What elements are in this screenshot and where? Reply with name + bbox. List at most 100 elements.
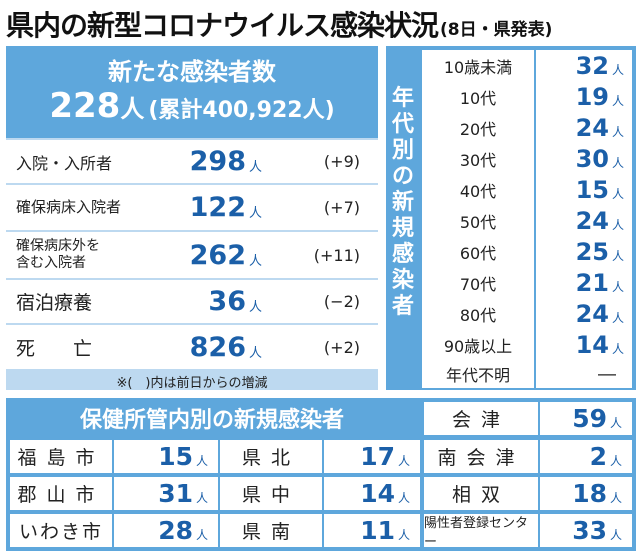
age-unit: 人 xyxy=(611,94,624,108)
summary-row-unit: 人 xyxy=(249,345,263,361)
hc-label-fukushima: 福島市 xyxy=(10,440,112,473)
age-count: ― xyxy=(598,363,616,385)
age-row-label: 40代 xyxy=(422,174,534,205)
hc-value-soso: 18 人 xyxy=(540,477,632,510)
summary-row-inpatients: 入院・入所者 298 人 (+9) xyxy=(6,140,378,183)
hc-unit: 人 xyxy=(609,454,622,468)
age-row-value: 32 人 xyxy=(536,50,632,81)
age-count: 15 xyxy=(575,175,609,204)
hc-count: 2 xyxy=(589,442,607,471)
title-subtitle: (8日・県発表) xyxy=(440,20,553,40)
hc-value-iwaki: 28 人 xyxy=(114,514,218,547)
age-count: 24 xyxy=(575,206,609,235)
hc-label-koriyama: 郡山市 xyxy=(10,477,112,510)
age-row-label: 20代 xyxy=(422,112,534,143)
summary-row-value: 262 xyxy=(189,239,246,271)
hc-label-soso: 相双 xyxy=(424,477,538,510)
hc-value-kenchu: 14 人 xyxy=(324,477,420,510)
hc-unit: 人 xyxy=(195,491,208,505)
hc-unit: 人 xyxy=(397,454,410,468)
hc-value-aizu: 59 人 xyxy=(540,402,632,435)
age-row: 10歳未満 32 人 xyxy=(422,50,632,82)
summary-row-value: 122 xyxy=(189,192,246,223)
footnote: ※( )内は前日からの増減 xyxy=(116,376,268,391)
age-label-char: の xyxy=(391,164,414,189)
age-label-char: 染 xyxy=(391,268,414,293)
age-row-label: 10代 xyxy=(422,81,534,112)
hc-label-minamiaizu: 南会津 xyxy=(424,440,538,473)
age-row-value: 24 人 xyxy=(536,205,632,236)
age-row: 50代 24 人 xyxy=(422,205,632,237)
summary-row-unit: 人 xyxy=(249,206,263,221)
new-cases-label: 新たな感染者数 xyxy=(108,58,276,86)
page-title: 県内の新型コロナウイルス感染状況 (8日・県発表) xyxy=(6,4,552,44)
age-label-char: 新 xyxy=(391,190,414,215)
age-row: 90歳以上 14 人 xyxy=(422,329,632,361)
age-label-char: 年 xyxy=(391,86,414,111)
age-row: 40代 15 人 xyxy=(422,174,632,206)
hc-count: 33 xyxy=(572,516,607,545)
age-unit: 人 xyxy=(611,187,624,201)
age-row-value: 30 人 xyxy=(536,143,632,174)
age-count: 30 xyxy=(575,144,609,173)
hc-label-kenpoku: 県北 xyxy=(220,440,322,473)
age-row-label: 50代 xyxy=(422,205,534,236)
age-panel-label: 年 代 別 の 新 規 感 染 者 xyxy=(386,86,420,320)
age-row: 70代 21 人 xyxy=(422,267,632,299)
age-row: 30代 30 人 xyxy=(422,143,632,175)
summary-row-change: (+9) xyxy=(323,152,360,171)
age-row-label: 年代不明 xyxy=(422,360,534,388)
hc-count: 11 xyxy=(360,516,395,545)
age-row: 20代 24 人 xyxy=(422,112,632,144)
age-row: 年代不明 ― xyxy=(422,360,632,388)
age-unit: 人 xyxy=(611,218,624,232)
summary-row-label-line2: 含む入院者 xyxy=(16,255,86,271)
age-unit: 人 xyxy=(611,63,624,77)
hc-count: 17 xyxy=(360,442,395,471)
hc-unit: 人 xyxy=(195,454,208,468)
age-count: 14 xyxy=(575,330,609,359)
age-row: 10代 19 人 xyxy=(422,81,632,113)
age-count: 19 xyxy=(575,82,609,111)
age-count: 24 xyxy=(575,113,609,142)
age-label-char: 別 xyxy=(391,138,414,163)
summary-row-label: 確保病床入院者 xyxy=(16,198,122,216)
hc-count: 18 xyxy=(572,479,607,508)
age-row-label: 80代 xyxy=(422,298,534,329)
hc-value-kenpoku: 17 人 xyxy=(324,440,420,473)
summary-row-all-inpatients: 確保病床外を 含む入院者 262 人 (+11) xyxy=(6,232,378,278)
summary-row-unit: 人 xyxy=(249,160,263,175)
hc-value-kennan: 11 人 xyxy=(324,514,420,547)
title-main: 県内の新型コロナウイルス感染状況 xyxy=(6,9,439,42)
age-row-value: 19 人 xyxy=(536,81,632,112)
new-cases-value: 228 xyxy=(49,86,121,126)
age-unit: 人 xyxy=(611,249,624,263)
age-count: 24 xyxy=(575,299,609,328)
age-row-value: 21 人 xyxy=(536,267,632,298)
age-unit: 人 xyxy=(611,311,624,325)
hc-unit: 人 xyxy=(195,528,208,542)
hc-count: 15 xyxy=(158,442,193,471)
summary-row-label: 確保病床外を 含む入院者 xyxy=(16,232,100,278)
age-count: 21 xyxy=(575,268,609,297)
new-cases-total: 228人 (累計400,922人) xyxy=(6,86,378,126)
age-row-value: 15 人 xyxy=(536,174,632,205)
age-row-label: 70代 xyxy=(422,267,534,298)
summary-row-label: 宿泊療養 xyxy=(16,292,93,314)
age-row-label: 60代 xyxy=(422,236,534,267)
summary-row-deaths: 死 亡 826 人 (+2) xyxy=(6,325,378,369)
summary-row-change: (−2) xyxy=(323,292,360,311)
age-row: 60代 25 人 xyxy=(422,236,632,268)
cumulative-total: (累計400,922人) xyxy=(148,98,335,123)
summary-row-secured-beds: 確保病床入院者 122 人 (+7) xyxy=(6,185,378,230)
summary-row-value: 298 xyxy=(189,146,246,177)
age-count: 25 xyxy=(575,237,609,266)
age-label-char: 感 xyxy=(391,242,414,267)
age-breakdown-panel: 年 代 別 の 新 規 感 染 者 10歳未満 32 人 10代 19 人 20代 … xyxy=(386,46,636,390)
summary-row-hotel: 宿泊療養 36 人 (−2) xyxy=(6,280,378,323)
hc-count: 59 xyxy=(572,404,607,433)
age-row-value: ― xyxy=(536,360,632,388)
summary-row-label: 入院・入所者 xyxy=(16,153,113,173)
hc-value-fukushima: 15 人 xyxy=(114,440,218,473)
